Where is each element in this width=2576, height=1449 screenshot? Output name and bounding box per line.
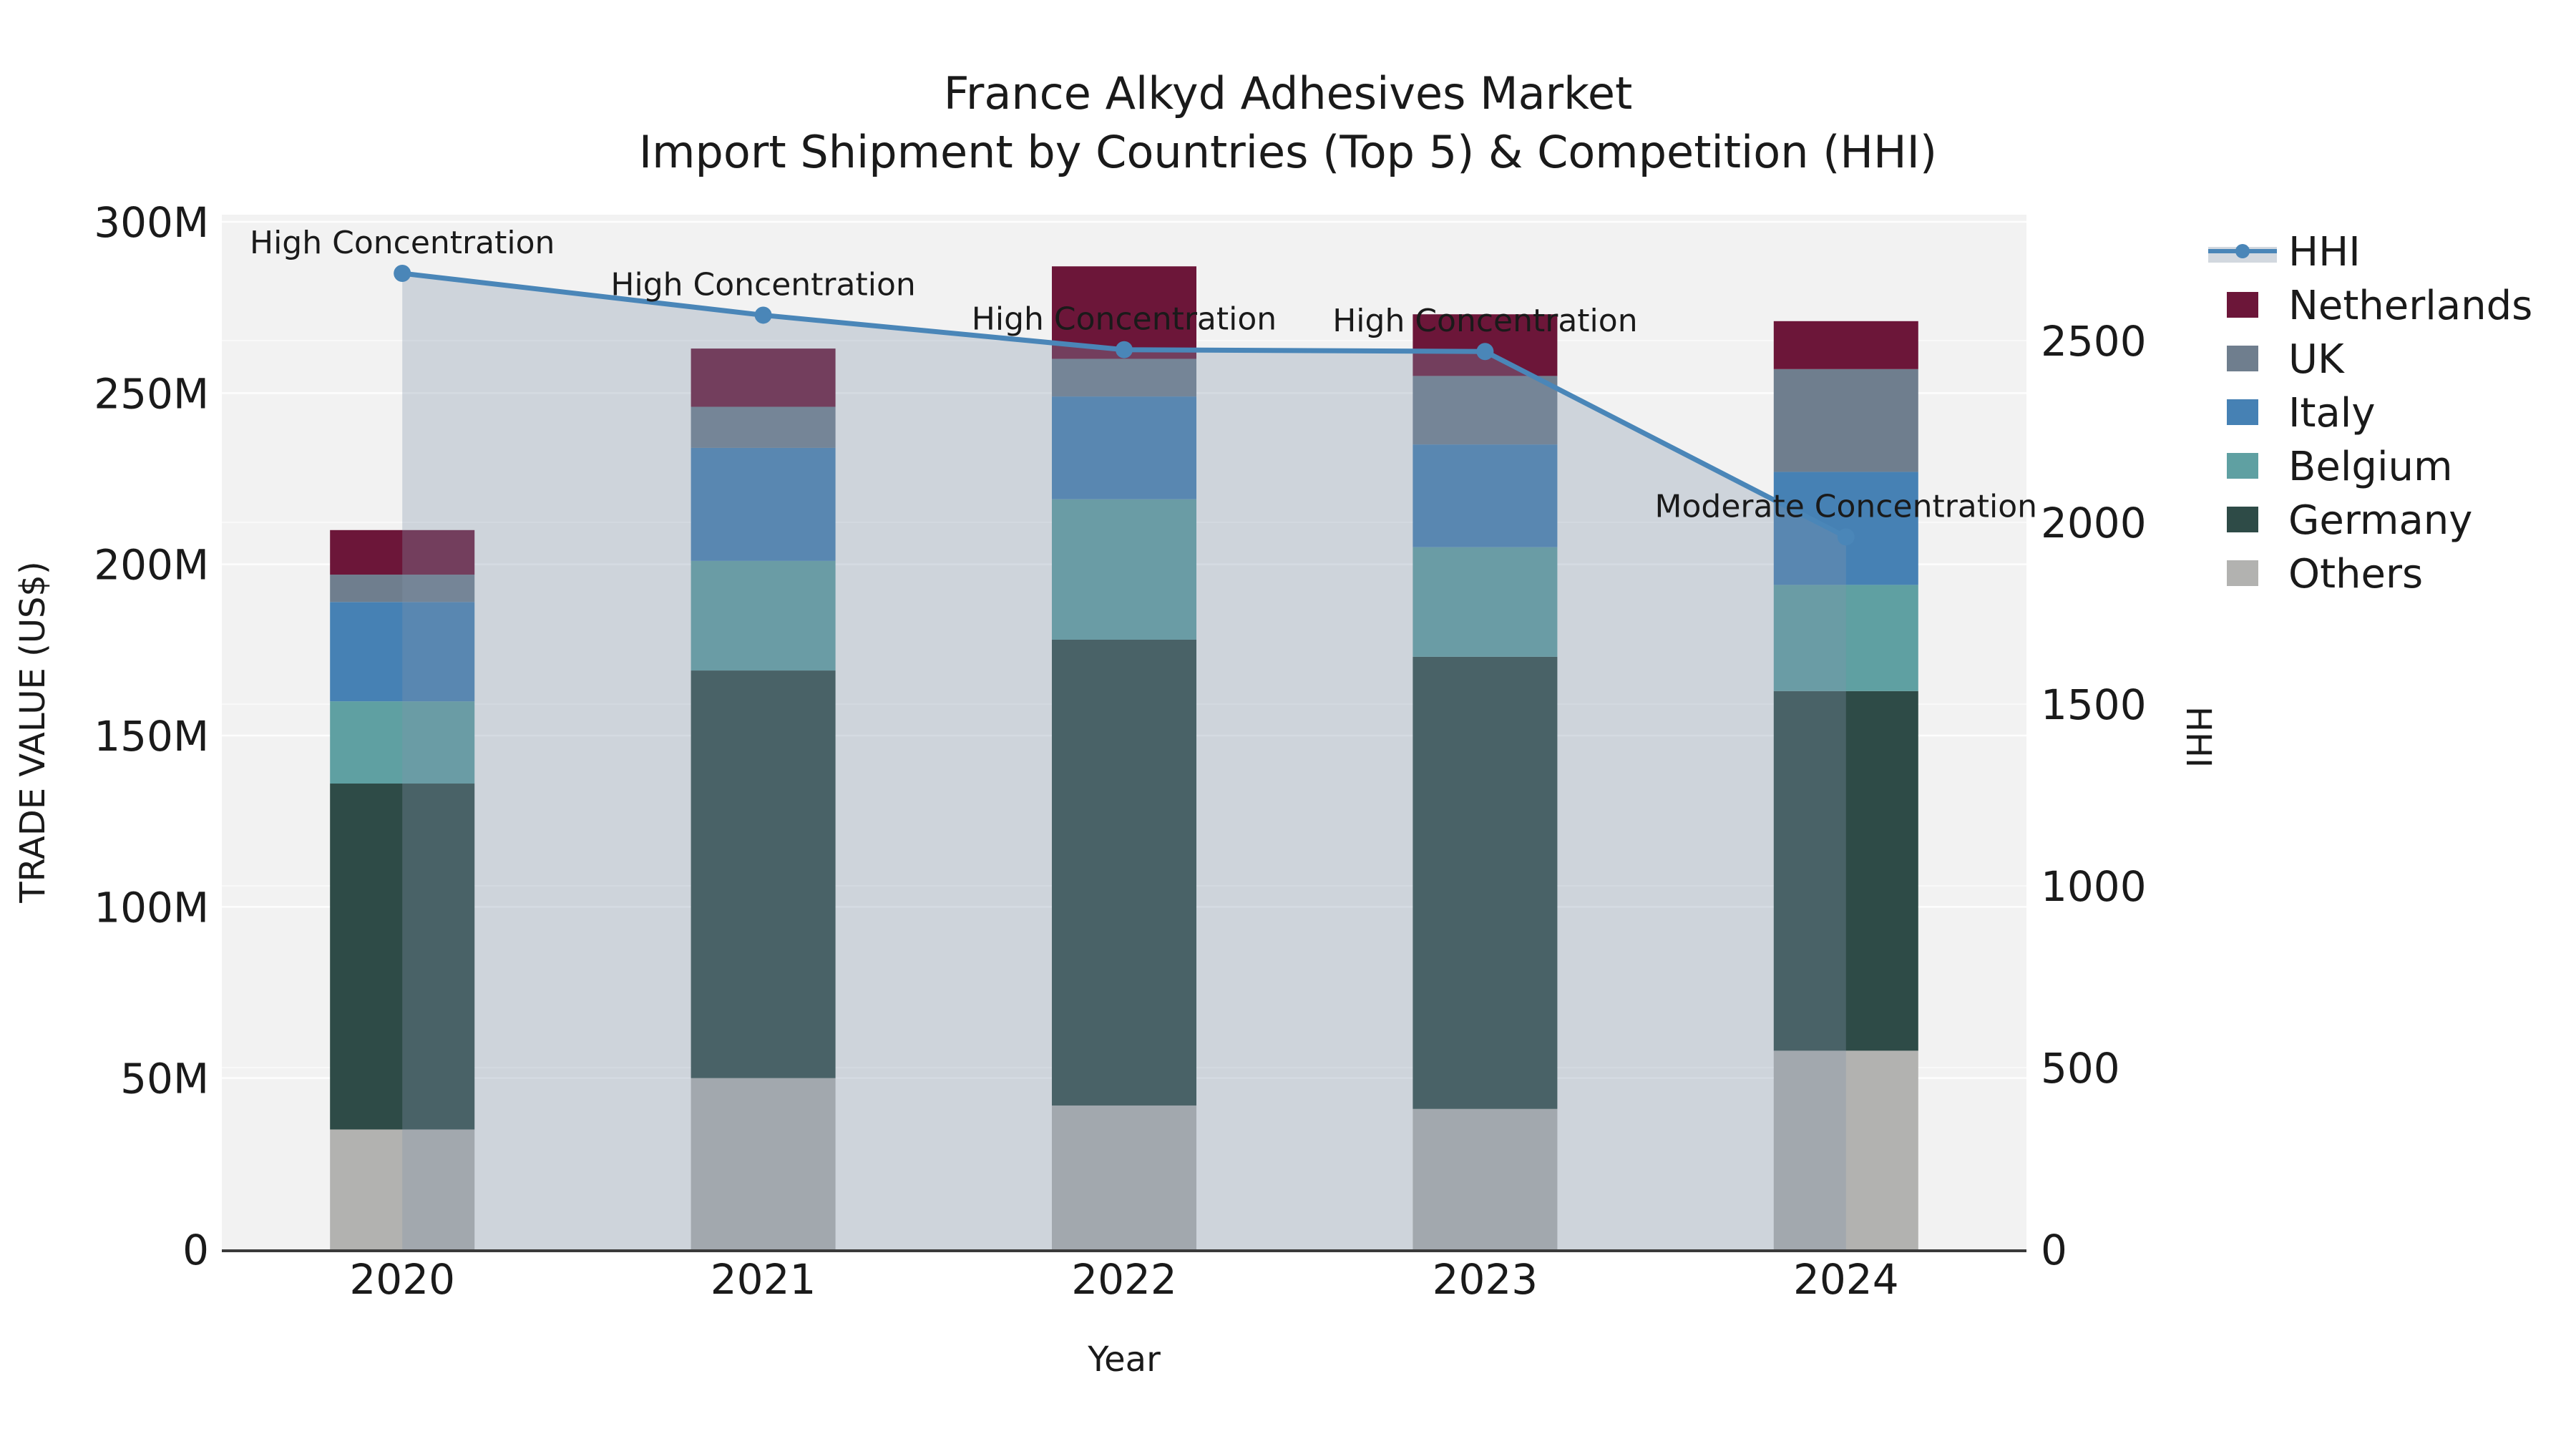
bar-segment-others-2024 xyxy=(1773,1050,1918,1249)
legend-label: UK xyxy=(2288,336,2345,383)
bar-segment-belgium-2024 xyxy=(1773,585,1918,691)
bar-segment-germany-2024 xyxy=(1773,691,1918,1051)
bar-segment-italy-2023 xyxy=(1413,444,1558,547)
legend-label: HHI xyxy=(2288,229,2361,275)
bar-segment-italy-2021 xyxy=(691,447,836,561)
plot-layers: High Concentration High Concentration High… xyxy=(94,198,2146,1304)
legend-item-germany: Germany xyxy=(2227,497,2472,544)
x-tick-label: 2020 xyxy=(349,1255,455,1304)
bar-segment-italy-2020 xyxy=(330,602,475,702)
legend-label: Germany xyxy=(2288,497,2472,544)
legend-item-belgium: Belgium xyxy=(2227,444,2453,490)
bar-segment-belgium-2020 xyxy=(330,701,475,784)
hhi-marker-2022 xyxy=(1116,341,1133,358)
legend-label: Others xyxy=(2288,551,2423,597)
legend-item-hhi: HHI xyxy=(2208,229,2361,275)
bar-segment-uk-2022 xyxy=(1052,358,1196,397)
hhi-marker-2023 xyxy=(1476,343,1494,361)
y-right-tick-label: 2500 xyxy=(2041,317,2147,366)
bar-segment-uk-2020 xyxy=(330,575,475,602)
bar-segment-belgium-2021 xyxy=(691,560,836,671)
hhi-marker-2021 xyxy=(754,306,772,324)
legend-swatch xyxy=(2227,346,2258,371)
y-right-tick-label: 500 xyxy=(2041,1044,2120,1093)
y-left-tick-label: 250M xyxy=(94,369,209,418)
bar-segment-others-2023 xyxy=(1413,1108,1558,1249)
bar-segment-netherlands-2024 xyxy=(1773,321,1918,369)
bar-segment-italy-2022 xyxy=(1052,396,1196,499)
bar-segment-others-2022 xyxy=(1052,1105,1196,1249)
y-right-tick-label: 2000 xyxy=(2041,499,2147,547)
annotation-label: High Concentration xyxy=(610,266,915,303)
y-left-tick-label: 300M xyxy=(94,198,209,247)
bar-segment-germany-2020 xyxy=(330,784,475,1130)
legend-swatch xyxy=(2227,292,2258,318)
y-right-axis-title: HHI xyxy=(2178,706,2218,768)
bar-segment-germany-2023 xyxy=(1413,656,1558,1109)
chart-title-line2: Import Shipment by Countries (Top 5) & C… xyxy=(639,126,1937,178)
x-tick-label: 2021 xyxy=(711,1255,816,1304)
y-right-tick-label: 0 xyxy=(2041,1226,2067,1274)
bar-segment-germany-2022 xyxy=(1052,639,1196,1106)
y-left-axis-title: TRADE VALUE (US$) xyxy=(13,561,53,903)
y-left-tick-label: 50M xyxy=(120,1055,209,1103)
legend-item-netherlands: Netherlands xyxy=(2227,283,2532,329)
y-right-tick-label: 1500 xyxy=(2041,680,2147,729)
bar-segment-uk-2023 xyxy=(1413,376,1558,445)
bar-segment-uk-2021 xyxy=(691,406,836,448)
chart-title-line1: France Alkyd Adhesives Market xyxy=(944,67,1633,119)
annotation-label: High Concentration xyxy=(1332,303,1637,339)
y-left-tick-label: 200M xyxy=(94,541,209,590)
bar-segment-germany-2021 xyxy=(691,670,836,1078)
y-left-tick-label: 0 xyxy=(182,1226,209,1274)
legend-swatch xyxy=(2227,560,2258,586)
bar-segment-netherlands-2021 xyxy=(691,348,836,407)
hhi-marker-2024 xyxy=(1837,528,1855,546)
x-tick-label: 2024 xyxy=(1793,1255,1899,1304)
bar-segment-others-2021 xyxy=(691,1078,836,1249)
legend-swatch xyxy=(2227,453,2258,479)
y-left-tick-label: 150M xyxy=(94,712,209,761)
annotation-label: High Concentration xyxy=(972,301,1277,338)
annotation-label: Moderate Concentration xyxy=(1655,488,2038,525)
legend-swatch xyxy=(2227,399,2258,425)
legend-label: Italy xyxy=(2288,390,2376,436)
legend-label: Belgium xyxy=(2288,444,2453,490)
hhi-marker-2020 xyxy=(394,265,411,283)
hhi-area-fill xyxy=(402,273,1846,1249)
legend-label: Netherlands xyxy=(2288,283,2532,329)
bar-segment-netherlands-2020 xyxy=(330,530,475,575)
y-left-tick-label: 100M xyxy=(94,883,209,932)
bar-segment-uk-2024 xyxy=(1773,369,1918,472)
legend: HHI Netherlands UK Italy Belgium Germany Other… xyxy=(2208,229,2532,597)
legend-item-others: Others xyxy=(2227,551,2423,597)
x-axis-title: Year xyxy=(1087,1340,1161,1380)
bar-segment-belgium-2023 xyxy=(1413,547,1558,657)
legend-item-uk: UK xyxy=(2227,336,2345,383)
hhi-marker-legend-glyph xyxy=(2235,244,2250,258)
x-tick-label: 2023 xyxy=(1433,1255,1538,1304)
y-right-tick-label: 1000 xyxy=(2041,862,2147,911)
annotation-label: High Concentration xyxy=(250,225,555,261)
x-tick-label: 2022 xyxy=(1071,1255,1177,1304)
legend-item-italy: Italy xyxy=(2227,390,2376,436)
bar-segment-others-2020 xyxy=(330,1129,475,1249)
bar-segment-belgium-2022 xyxy=(1052,499,1196,640)
legend-swatch xyxy=(2227,507,2258,532)
